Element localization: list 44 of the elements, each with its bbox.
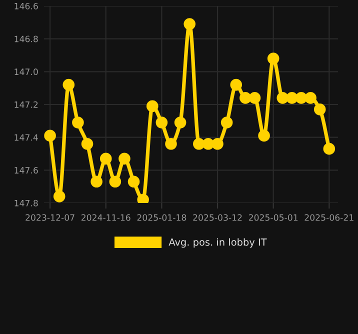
point: [81, 138, 94, 150]
point: [109, 176, 122, 188]
x-tick-label: 2025-01-18: [137, 214, 186, 221]
point: [156, 116, 168, 128]
y-tick-label: 147.8: [14, 200, 38, 206]
y-tick-label: 147.0: [14, 68, 38, 76]
y-tick-label: 147.4: [14, 134, 38, 141]
point: [314, 104, 326, 116]
point: [53, 190, 66, 202]
point: [128, 176, 140, 188]
point: [304, 92, 316, 104]
point: [146, 100, 158, 112]
y-tick-label: 147.6: [14, 167, 38, 174]
point: [212, 138, 224, 150]
x-tick-label: 2025-05-01: [248, 214, 298, 221]
y-tick-label: 147.2: [14, 101, 38, 108]
y-tick-label: 146.6: [14, 2, 38, 10]
point: [248, 92, 261, 104]
point: [62, 78, 75, 91]
point: [258, 130, 270, 142]
legend-label: Avg. pos. in lobby IT: [168, 238, 267, 248]
y-tick-label: 146.8: [14, 36, 38, 42]
point: [286, 92, 298, 104]
x-tick-label: 2025-06-21: [304, 214, 354, 221]
point: [240, 92, 252, 104]
point: [193, 138, 205, 150]
point: [276, 92, 289, 104]
point: [44, 130, 56, 142]
x-tick-label: 2024-11-16: [81, 214, 130, 221]
point: [174, 116, 186, 128]
x-tick-label: 2023-12-07: [26, 214, 74, 221]
point: [267, 52, 280, 64]
point: [184, 18, 196, 30]
point: [165, 138, 177, 150]
point: [220, 116, 233, 128]
point: [230, 78, 242, 91]
point: [295, 92, 308, 104]
point: [90, 176, 102, 188]
point: [323, 142, 336, 155]
point: [137, 194, 149, 203]
point: [118, 152, 130, 165]
point: [72, 116, 84, 128]
x-tick-label: 2025-03-12: [193, 214, 242, 221]
point: [100, 152, 112, 165]
